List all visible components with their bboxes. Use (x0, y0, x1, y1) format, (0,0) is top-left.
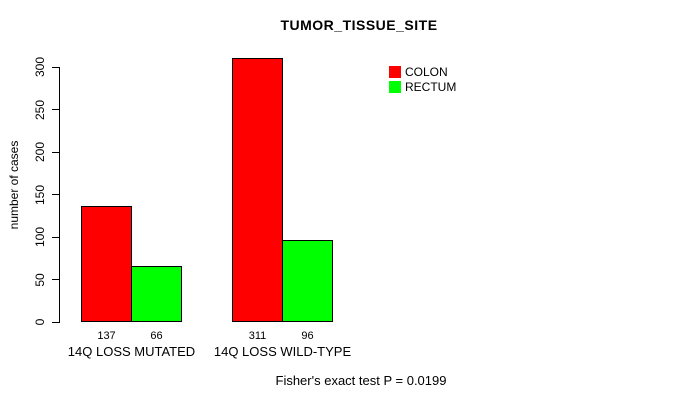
bar-value-colon-14q-loss-mutated: 137 (97, 330, 116, 342)
y-axis-tick-300 (52, 66, 59, 68)
bar-colon-14q-loss-wild-type (232, 58, 283, 322)
y-axis-tick-label-200: 200 (33, 141, 47, 163)
legend-label-colon: COLON (405, 65, 448, 79)
bar-rectum-14q-loss-wild-type (282, 240, 333, 322)
y-axis-tick-50 (52, 279, 59, 280)
y-axis-tick-label-100: 100 (33, 226, 47, 248)
legend-swatch-icon-rectum (389, 81, 401, 93)
category-label-14q-loss-mutated: 14Q LOSS MUTATED (67, 344, 196, 359)
fisher-test-annotation: Fisher's exact test P = 0.0199 (275, 373, 447, 388)
category-label-14q-loss-wild-type: 14Q LOSS WILD-TYPE (213, 344, 352, 359)
legend-item-rectum: RECTUM (389, 80, 456, 94)
y-axis-tick-label-250: 250 (33, 99, 47, 120)
y-axis-tick-0 (52, 321, 59, 323)
bar-rectum-14q-loss-mutated (131, 266, 182, 322)
bar-value-rectum-14q-loss-wild-type: 96 (301, 330, 314, 342)
y-axis-line (59, 67, 60, 323)
y-axis-tick-250 (52, 109, 59, 110)
legend: COLON RECTUM (389, 65, 456, 95)
bar-value-colon-14q-loss-wild-type: 311 (248, 330, 267, 342)
bar-colon-14q-loss-mutated (81, 206, 132, 322)
y-axis-tick-100 (52, 236, 59, 238)
bar-value-rectum-14q-loss-mutated: 66 (150, 330, 163, 342)
y-axis-label: number of cases (7, 140, 21, 230)
y-axis-tick-label-300: 300 (33, 56, 47, 78)
legend-item-colon: COLON (389, 65, 456, 79)
chart-title: TUMOR_TISSUE_SITE (280, 17, 438, 33)
y-axis-tick-label-50: 50 (33, 272, 47, 287)
legend-swatch-icon-colon (389, 66, 401, 78)
y-axis-tick-label-0: 0 (33, 318, 47, 326)
legend-label-rectum: RECTUM (405, 80, 457, 94)
y-axis-tick-200 (52, 151, 59, 153)
y-axis-tick-label-150: 150 (33, 184, 47, 205)
y-axis-tick-150 (52, 194, 59, 195)
